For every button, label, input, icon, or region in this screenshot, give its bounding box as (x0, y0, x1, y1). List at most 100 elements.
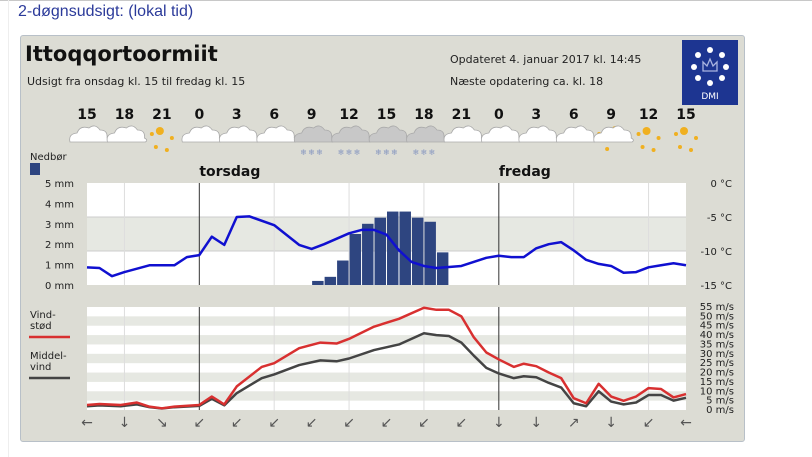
precip-axis-tick: 4 mm (45, 199, 74, 210)
page-title: 2-døgnsudsigt: (lokal tid) (18, 3, 194, 20)
snow-icon: ❄ ❄ ❄ (331, 125, 372, 157)
snowflake-icon: ❄ (375, 148, 382, 157)
left-border (8, 0, 9, 457)
precip-bar (324, 276, 337, 285)
star-dot (155, 127, 164, 135)
snowflake-icon: ❄ (413, 148, 420, 157)
precip-axis-tick: 0 mm (45, 281, 74, 292)
snowflake-icon: ❄ (354, 148, 361, 157)
wind-direction-arrow-icon: ↓ (493, 415, 505, 431)
wind-direction-arrow-icon: ↙ (381, 415, 393, 431)
snowflake-icon: ❄ (421, 148, 428, 157)
time-label: 21 (452, 107, 471, 123)
time-label: 0 (194, 107, 204, 123)
cloud-shape (293, 125, 335, 143)
cloud-shape (69, 125, 110, 143)
cloud-shape (368, 125, 410, 143)
cloud-shape (481, 125, 522, 143)
time-label: 18 (115, 107, 134, 123)
star-dot (164, 148, 169, 152)
time-label: 21 (152, 107, 171, 123)
cloudy-icon (481, 125, 522, 143)
location-name: Ittoqqortoormiit (25, 42, 218, 66)
cloudy-icon (219, 125, 260, 143)
star-dot (674, 132, 678, 136)
precip-bar (424, 221, 436, 285)
precip-axis-tick: 2 mm (45, 240, 74, 251)
precip-axis-tick: 1 mm (45, 261, 74, 272)
wind-direction-arrow-icon: ↙ (418, 415, 430, 431)
wind-axis-tick: 10 m/s (700, 386, 734, 397)
time-label: 9 (606, 107, 616, 123)
logo-text: DMI (701, 92, 719, 102)
wind-axis-tick: 5 m/s (706, 396, 734, 407)
cloudy-icon (106, 125, 148, 143)
star-dot (605, 147, 610, 151)
cloud-shape (443, 125, 485, 143)
wind-axis-tick: 30 m/s (700, 349, 734, 360)
star-dot (153, 145, 158, 149)
wind-legend-label: Middel- (30, 351, 67, 362)
cloud-shape (106, 125, 148, 143)
wind-stripe (87, 353, 686, 364)
temp-axis-tick: 0 °C (710, 179, 732, 190)
wind-axis-tick: 15 m/s (700, 377, 734, 388)
snowflake-icon: ❄ (383, 148, 390, 157)
cloud-shape (406, 125, 447, 143)
temp-axis-tick: -15 °C (701, 281, 733, 292)
time-label: 15 (676, 107, 695, 123)
snowflake-icon: ❄ (308, 148, 315, 157)
time-label: 3 (232, 107, 242, 123)
day-label: torsdag (199, 164, 260, 180)
cloud-shape (555, 125, 597, 143)
cloud-shape (331, 125, 372, 143)
snow-icon: ❄ ❄ ❄ (368, 125, 410, 157)
wind-axis-tick: 0 m/s (706, 405, 734, 416)
precip-axis-tick: 5 mm (45, 179, 74, 190)
wind-axis-tick: 40 m/s (700, 330, 734, 341)
precip-axis-tick: 3 mm (45, 220, 74, 231)
star-dot (651, 148, 656, 152)
wind-direction-arrow-icon: ↘ (156, 415, 168, 431)
cloudy-icon (181, 125, 222, 143)
day-label: fredag (499, 164, 551, 180)
wind-stripe (87, 335, 686, 345)
time-label: 9 (307, 107, 317, 123)
snowflake-icon: ❄ (391, 148, 398, 157)
time-label: 18 (414, 107, 433, 123)
top-border (0, 0, 812, 1)
time-label: 12 (339, 107, 358, 123)
temp-axis-tick: -5 °C (707, 213, 732, 224)
wind-direction-arrow-icon: ↓ (530, 415, 542, 431)
wind-direction-arrow-icon: ↙ (231, 415, 243, 431)
wind-axis-tick: 20 m/s (700, 368, 734, 379)
wind-stripe (87, 391, 686, 401)
star-dot (680, 127, 688, 135)
precip-bar (387, 211, 399, 285)
cloudy-icon (518, 125, 559, 143)
star-dot (694, 136, 698, 140)
crown-icon (691, 47, 729, 86)
snowflake-icon: ❄ (338, 148, 345, 157)
time-label: 6 (569, 107, 579, 123)
partly-cloudy-night-icon (593, 125, 634, 151)
precip-bar (337, 260, 349, 285)
wind-direction-arrow-icon: ↙ (343, 415, 355, 431)
cloud-shape (518, 125, 559, 143)
cloudy-icon (443, 125, 485, 143)
wind-stripe (87, 372, 686, 382)
time-label: 3 (531, 107, 541, 123)
time-label: 15 (77, 107, 96, 123)
precip-legend-label: Nedbør (30, 152, 67, 163)
precip-bar (411, 217, 424, 285)
wind-legend-label: vind (30, 362, 51, 373)
wind-direction-arrow-icon: ← (81, 415, 93, 431)
wind-direction-arrow-icon: ↙ (268, 415, 280, 431)
precip-bar (312, 280, 324, 285)
next-update: Næste opdatering ca. kl. 18 (450, 75, 604, 88)
wind-direction-arrow-icon: ↙ (643, 415, 655, 431)
cloudy-icon (69, 125, 110, 143)
wind-direction-arrow-icon: ← (680, 415, 692, 431)
wind-axis-tick: 25 m/s (700, 358, 734, 369)
